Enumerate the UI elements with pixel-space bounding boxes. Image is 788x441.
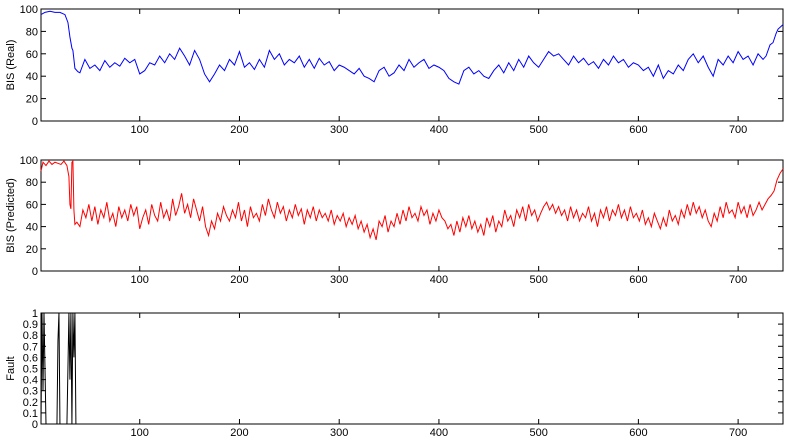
y-tick-label: 20 bbox=[26, 244, 38, 256]
y-tick-label: 60 bbox=[26, 49, 38, 61]
x-tick-label: 400 bbox=[430, 427, 448, 439]
series-line bbox=[40, 312, 783, 425]
y-tick-label: 0.5 bbox=[23, 364, 38, 376]
y-tick-label: 0.9 bbox=[23, 319, 38, 331]
y-tick-label: 80 bbox=[26, 177, 38, 189]
x-tick-label: 100 bbox=[131, 124, 149, 136]
x-tick-label: 600 bbox=[629, 124, 647, 136]
chart-panel-1: 0 20 40 60 80 100 100 200 300 400 500 600 700 BIS (Re… bbox=[5, 4, 784, 136]
y-tick-label: 0.2 bbox=[23, 397, 38, 409]
y-tick-label: 0.3 bbox=[23, 386, 38, 398]
chart-panel-2: 0 20 40 60 80 100 100 200 300 400 500 600 700 BIS (Pr… bbox=[5, 155, 784, 286]
x-tick-label: 300 bbox=[330, 124, 348, 136]
y-axis-label: BIS (Real) bbox=[5, 40, 17, 91]
x-tick-label: 300 bbox=[330, 427, 348, 439]
plot-frame bbox=[40, 312, 784, 425]
y-tick-label: 1 bbox=[32, 308, 38, 320]
y-tick-label: 0.1 bbox=[23, 408, 38, 420]
x-tick-label: 700 bbox=[729, 427, 747, 439]
x-tick-label: 300 bbox=[330, 274, 348, 286]
x-tick-label: 200 bbox=[230, 427, 248, 439]
y-tick-label: 0 bbox=[32, 419, 38, 431]
x-tick-label: 400 bbox=[430, 124, 448, 136]
x-tick-label: 400 bbox=[430, 274, 448, 286]
chart-panel-3: 00.10.20.30.40.50.60.70.80.91 100 200 300 40… bbox=[5, 308, 784, 439]
x-tick-label: 700 bbox=[729, 274, 747, 286]
x-tick-label: 200 bbox=[230, 124, 248, 136]
y-axis-label: BIS (Predicted) bbox=[5, 178, 17, 253]
y-tick-label: 0.7 bbox=[23, 341, 38, 353]
x-tick-label: 600 bbox=[629, 274, 647, 286]
y-axis-label: Fault bbox=[5, 356, 17, 380]
y-tick-label: 80 bbox=[26, 26, 38, 38]
y-tick-label: 100 bbox=[20, 4, 38, 16]
y-tick-label: 0.4 bbox=[23, 375, 38, 387]
x-tick-label: 500 bbox=[529, 274, 547, 286]
y-tick-label: 100 bbox=[20, 155, 38, 167]
y-tick-label: 0 bbox=[32, 266, 38, 278]
x-tick-label: 500 bbox=[529, 124, 547, 136]
y-tick-label: 40 bbox=[26, 71, 38, 83]
y-tick-label: 0.6 bbox=[23, 352, 38, 364]
x-tick-label: 100 bbox=[131, 274, 149, 286]
x-tick-label: 700 bbox=[729, 124, 747, 136]
y-tick-label: 40 bbox=[26, 222, 38, 234]
series-line bbox=[40, 159, 784, 241]
y-tick-label: 60 bbox=[26, 199, 38, 211]
y-tick-label: 0 bbox=[32, 116, 38, 128]
x-tick-label: 200 bbox=[230, 274, 248, 286]
y-tick-label: 20 bbox=[26, 94, 38, 106]
x-tick-label: 500 bbox=[529, 427, 547, 439]
y-tick-label: 0.8 bbox=[23, 330, 38, 342]
series-line bbox=[40, 10, 784, 85]
x-tick-label: 100 bbox=[131, 427, 149, 439]
plot-frame bbox=[40, 159, 784, 272]
x-tick-label: 600 bbox=[629, 427, 647, 439]
